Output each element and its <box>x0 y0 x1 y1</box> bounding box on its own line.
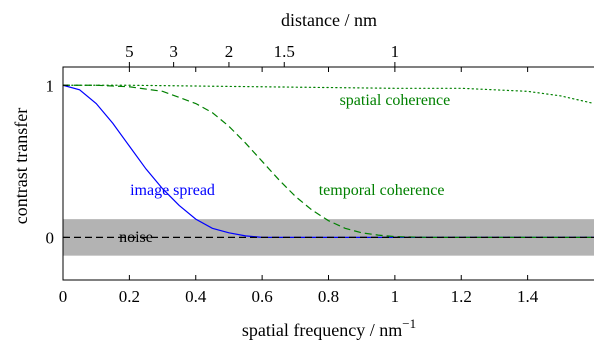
y-tick-label: 0 <box>46 228 55 247</box>
x-tick-label: 0 <box>59 287 68 306</box>
top-axis-title: distance / nm <box>281 10 377 30</box>
x-tick-label: 0.2 <box>119 287 140 306</box>
top-tick-label: 3 <box>169 42 178 61</box>
annotation-noise: noise <box>119 229 153 246</box>
x-tick-label: 1.4 <box>517 287 539 306</box>
annotation-spatial-coherence: spatial coherence <box>340 92 451 109</box>
series-line-image-spread <box>62 84 594 238</box>
x-tick-label: 0.6 <box>252 287 273 306</box>
x-tick-label: 0.8 <box>318 287 339 306</box>
x-tick-label: 1 <box>391 287 400 306</box>
series-line-temporal-coherence <box>63 84 594 238</box>
x-axis-title-superscript: −1 <box>402 316 416 331</box>
tick-layer <box>62 62 529 280</box>
x-axis-title: spatial frequency / nm−1 <box>242 316 416 340</box>
x-tick-label: 0.4 <box>185 287 207 306</box>
y-tick-label: 1 <box>46 76 55 95</box>
x-axis-title-text: spatial frequency / nm <box>242 320 402 340</box>
y-axis-title: contrast transfer <box>11 108 31 224</box>
series-line-spatial-coherence <box>62 84 594 105</box>
series-layer <box>62 84 594 238</box>
top-tick-label: 2 <box>225 42 234 61</box>
label-layer: 0 0.2 0.4 0.6 0.8 1 1.2 1.4 0 1 5 3 2 1.5 1 spatial coh… <box>46 42 539 306</box>
annotation-image-spread: image spread <box>130 182 215 199</box>
top-tick-label: 1 <box>391 42 400 61</box>
top-tick-label: 1.5 <box>274 42 295 61</box>
x-tick-label: 1.2 <box>451 287 472 306</box>
top-tick-label: 5 <box>125 42 134 61</box>
annotation-temporal-coherence: temporal coherence <box>319 182 445 199</box>
